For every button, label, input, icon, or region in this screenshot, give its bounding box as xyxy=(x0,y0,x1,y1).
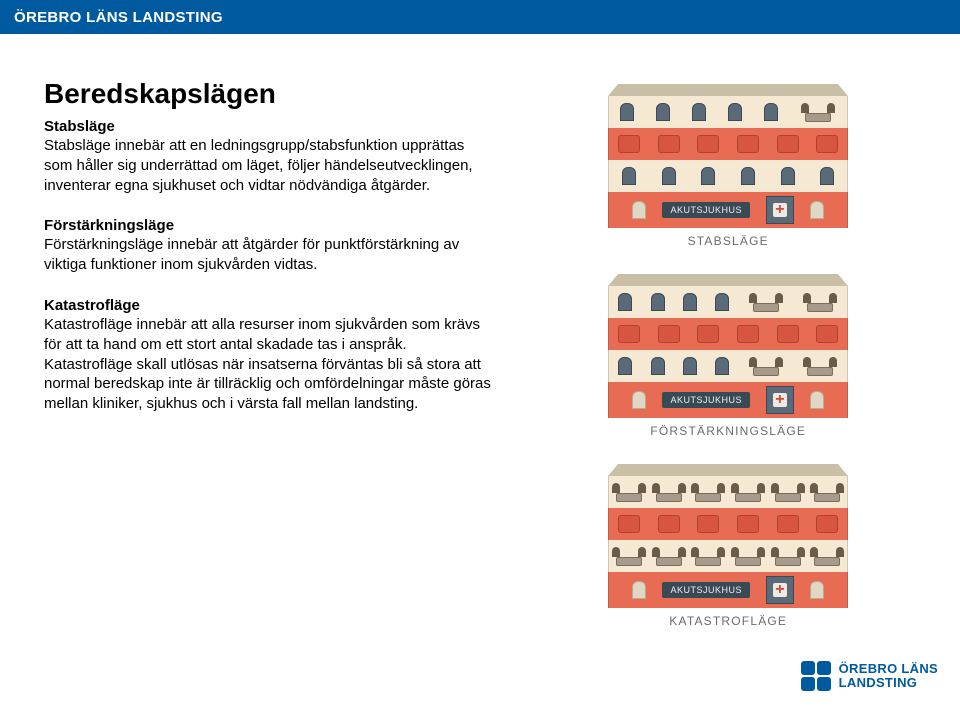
section-heading: Stabsläge xyxy=(44,118,494,135)
hospital-building-icon: AKUTSJUKHUS xyxy=(608,84,848,228)
text-column: Beredskapslägen Stabsläge Stabsläge inne… xyxy=(44,78,494,628)
illustration-stabslage: AKUTSJUKHUS STABSLÄGE xyxy=(524,84,932,248)
illustration-caption: FÖRSTÄRKNINGSLÄGE xyxy=(650,424,806,438)
header-bar: ÖREBRO LÄNS LANDSTING xyxy=(0,0,960,34)
illustration-column: AKUTSJUKHUS STABSLÄGE AKUTSJUKHUS FÖRSTÄ… xyxy=(524,78,932,628)
illustration-katastroflage: AKUTSJUKHUS KATASTROFLÄGE xyxy=(524,464,932,628)
illustration-caption: KATASTROFLÄGE xyxy=(669,614,787,628)
section-heading: Katastrofläge xyxy=(44,297,494,314)
logo-line2: LANDSTING xyxy=(839,676,938,690)
slide-content: Beredskapslägen Stabsläge Stabsläge inne… xyxy=(0,34,960,646)
building-sign: AKUTSJUKHUS xyxy=(662,392,750,408)
section-body: Katastrofläge innebär att alla resurser … xyxy=(44,315,494,414)
door-icon xyxy=(766,196,794,224)
logo-line1: ÖREBRO LÄNS xyxy=(839,662,938,676)
section-body: Förstärkningsläge innebär att åtgärder f… xyxy=(44,235,494,275)
door-icon xyxy=(766,386,794,414)
illustration-forstarkningslage: AKUTSJUKHUS FÖRSTÄRKNINGSLÄGE xyxy=(524,274,932,438)
hospital-building-icon: AKUTSJUKHUS xyxy=(608,274,848,418)
logo-text: ÖREBRO LÄNS LANDSTING xyxy=(839,662,938,689)
section-heading: Förstärkningsläge xyxy=(44,217,494,234)
org-name: ÖREBRO LÄNS LANDSTING xyxy=(14,9,223,26)
hospital-building-icon: AKUTSJUKHUS xyxy=(608,464,848,608)
page-title: Beredskapslägen xyxy=(44,78,494,110)
section-katastroflage: Katastrofläge Katastrofläge innebär att … xyxy=(44,297,494,414)
section-body: Stabsläge innebär att en ledningsgrupp/s… xyxy=(44,136,494,195)
building-sign: AKUTSJUKHUS xyxy=(662,202,750,218)
building-sign: AKUTSJUKHUS xyxy=(662,582,750,598)
footer-logo: ÖREBRO LÄNS LANDSTING xyxy=(801,661,938,691)
section-stabslage: Stabsläge Stabsläge innebär att en ledni… xyxy=(44,118,494,195)
door-icon xyxy=(766,576,794,604)
illustration-caption: STABSLÄGE xyxy=(688,234,769,248)
section-forstarkningslage: Förstärkningsläge Förstärkningsläge inne… xyxy=(44,217,494,275)
logo-mark-icon xyxy=(801,661,831,691)
